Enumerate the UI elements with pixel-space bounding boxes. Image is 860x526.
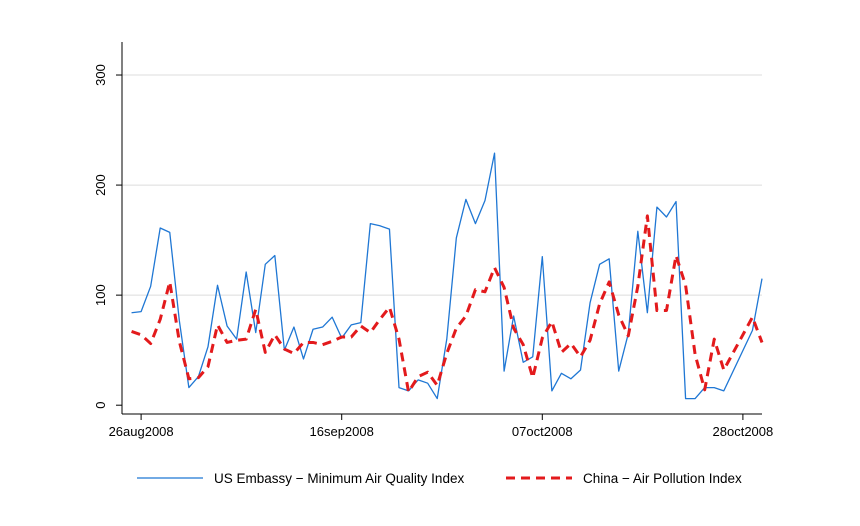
legend-label: China − Air Pollution Index [583, 471, 742, 486]
y-tick-label: 200 [93, 174, 108, 196]
y-tick-label: 0 [93, 402, 108, 409]
series-line-china-api [131, 214, 764, 394]
y-tick-label: 100 [93, 284, 108, 306]
x-tick-label: 16sep2008 [310, 424, 374, 439]
y-tick-label: 300 [93, 64, 108, 86]
series-lines [131, 152, 764, 400]
x-tick-label: 28oct2008 [713, 424, 774, 439]
legend-label: US Embassy − Minimum Air Quality Index [214, 471, 464, 486]
x-tick-label: 07oct2008 [512, 424, 573, 439]
x-tick-label: 26aug2008 [109, 424, 174, 439]
axes: 0 100 200 300 26aug2008 16sep2008 07oct2008 28o… [93, 42, 773, 439]
legend: US Embassy − Minimum Air Quality Index Ch… [137, 471, 742, 486]
